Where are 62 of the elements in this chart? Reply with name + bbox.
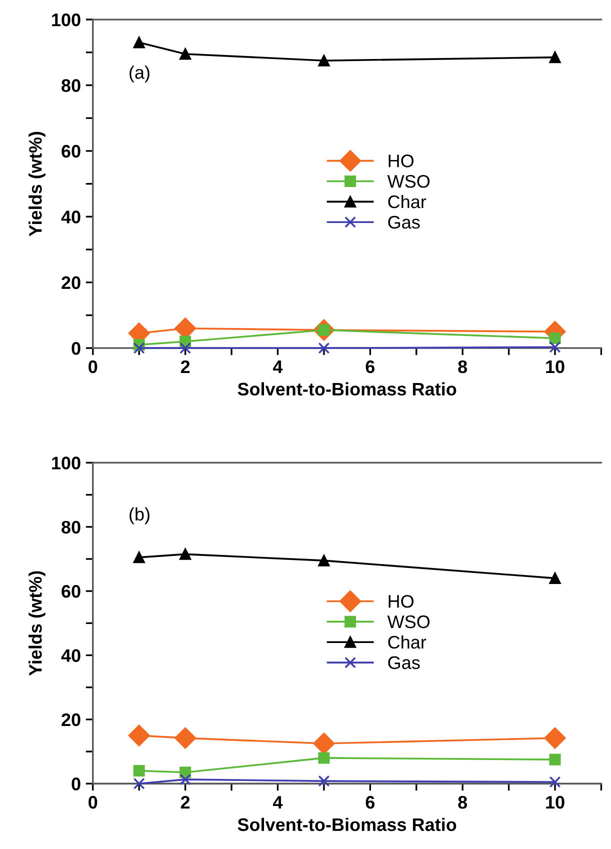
y-tick-label: 20 (62, 276, 80, 290)
y-tick-label: 100 (52, 456, 80, 470)
point (318, 554, 330, 566)
x-tick-label: 10 (546, 796, 564, 809)
legend-label: HO (388, 154, 414, 168)
x-tick-label: 6 (366, 360, 375, 374)
y-tick-label: 60 (62, 585, 80, 598)
point (549, 572, 561, 584)
point (133, 765, 145, 777)
point (174, 727, 196, 749)
x-tick-label: 10 (546, 360, 564, 374)
x-tick-label: 0 (88, 360, 98, 374)
x-axis-title: Solvent-to-Biomass Ratio (238, 818, 456, 832)
x-tick-label: 2 (180, 360, 190, 373)
y-tick-label: 60 (62, 144, 80, 158)
x-tick-label: 2 (180, 796, 190, 809)
point (318, 775, 330, 787)
y-tick-label: 100 (52, 13, 80, 26)
x-axis-title: Solvent-to-Biomass Ratio (238, 382, 456, 396)
annotation: (b) (130, 507, 150, 524)
point (549, 332, 561, 344)
x-tick-label: 8 (458, 360, 468, 374)
point (318, 54, 330, 66)
point (549, 754, 561, 766)
legend-label: WSO (387, 174, 430, 188)
point (180, 342, 192, 354)
y-axis-title: Yields (wt%) (28, 132, 46, 236)
y-tick-label: 0 (72, 342, 80, 355)
legend-label: WSO (387, 615, 430, 628)
x-tick-label: 4 (272, 796, 283, 809)
legend-label: HO (388, 594, 414, 608)
x-tick-label: 0 (88, 796, 98, 809)
y-tick-label: 40 (61, 210, 80, 224)
point (133, 778, 145, 790)
point (133, 342, 145, 354)
point (318, 752, 330, 764)
point (180, 774, 192, 786)
x-tick-label: 8 (458, 796, 468, 809)
y-tick-label: 80 (62, 79, 80, 92)
y-tick-label: 0 (72, 778, 80, 790)
legend-label: Char (388, 194, 426, 208)
legend-label: Gas (388, 656, 420, 670)
x-tick-label: 4 (272, 360, 283, 373)
y-axis-title: Yields (wt%) (28, 571, 46, 676)
point (313, 732, 335, 754)
point (544, 727, 566, 749)
x-tick-label: 6 (366, 796, 375, 809)
point (128, 724, 150, 746)
point (180, 48, 192, 60)
y-tick-label: 20 (62, 713, 80, 726)
point (180, 548, 192, 560)
point (133, 552, 145, 564)
legend-label: Gas (388, 216, 420, 229)
point (549, 52, 561, 64)
point (549, 341, 561, 353)
point (133, 36, 145, 48)
legend-label: Char (388, 635, 426, 649)
point (318, 342, 330, 354)
y-tick-label: 40 (61, 649, 80, 662)
annotation: (a) (130, 66, 150, 82)
y-tick-label: 80 (62, 520, 80, 534)
point (549, 776, 561, 788)
